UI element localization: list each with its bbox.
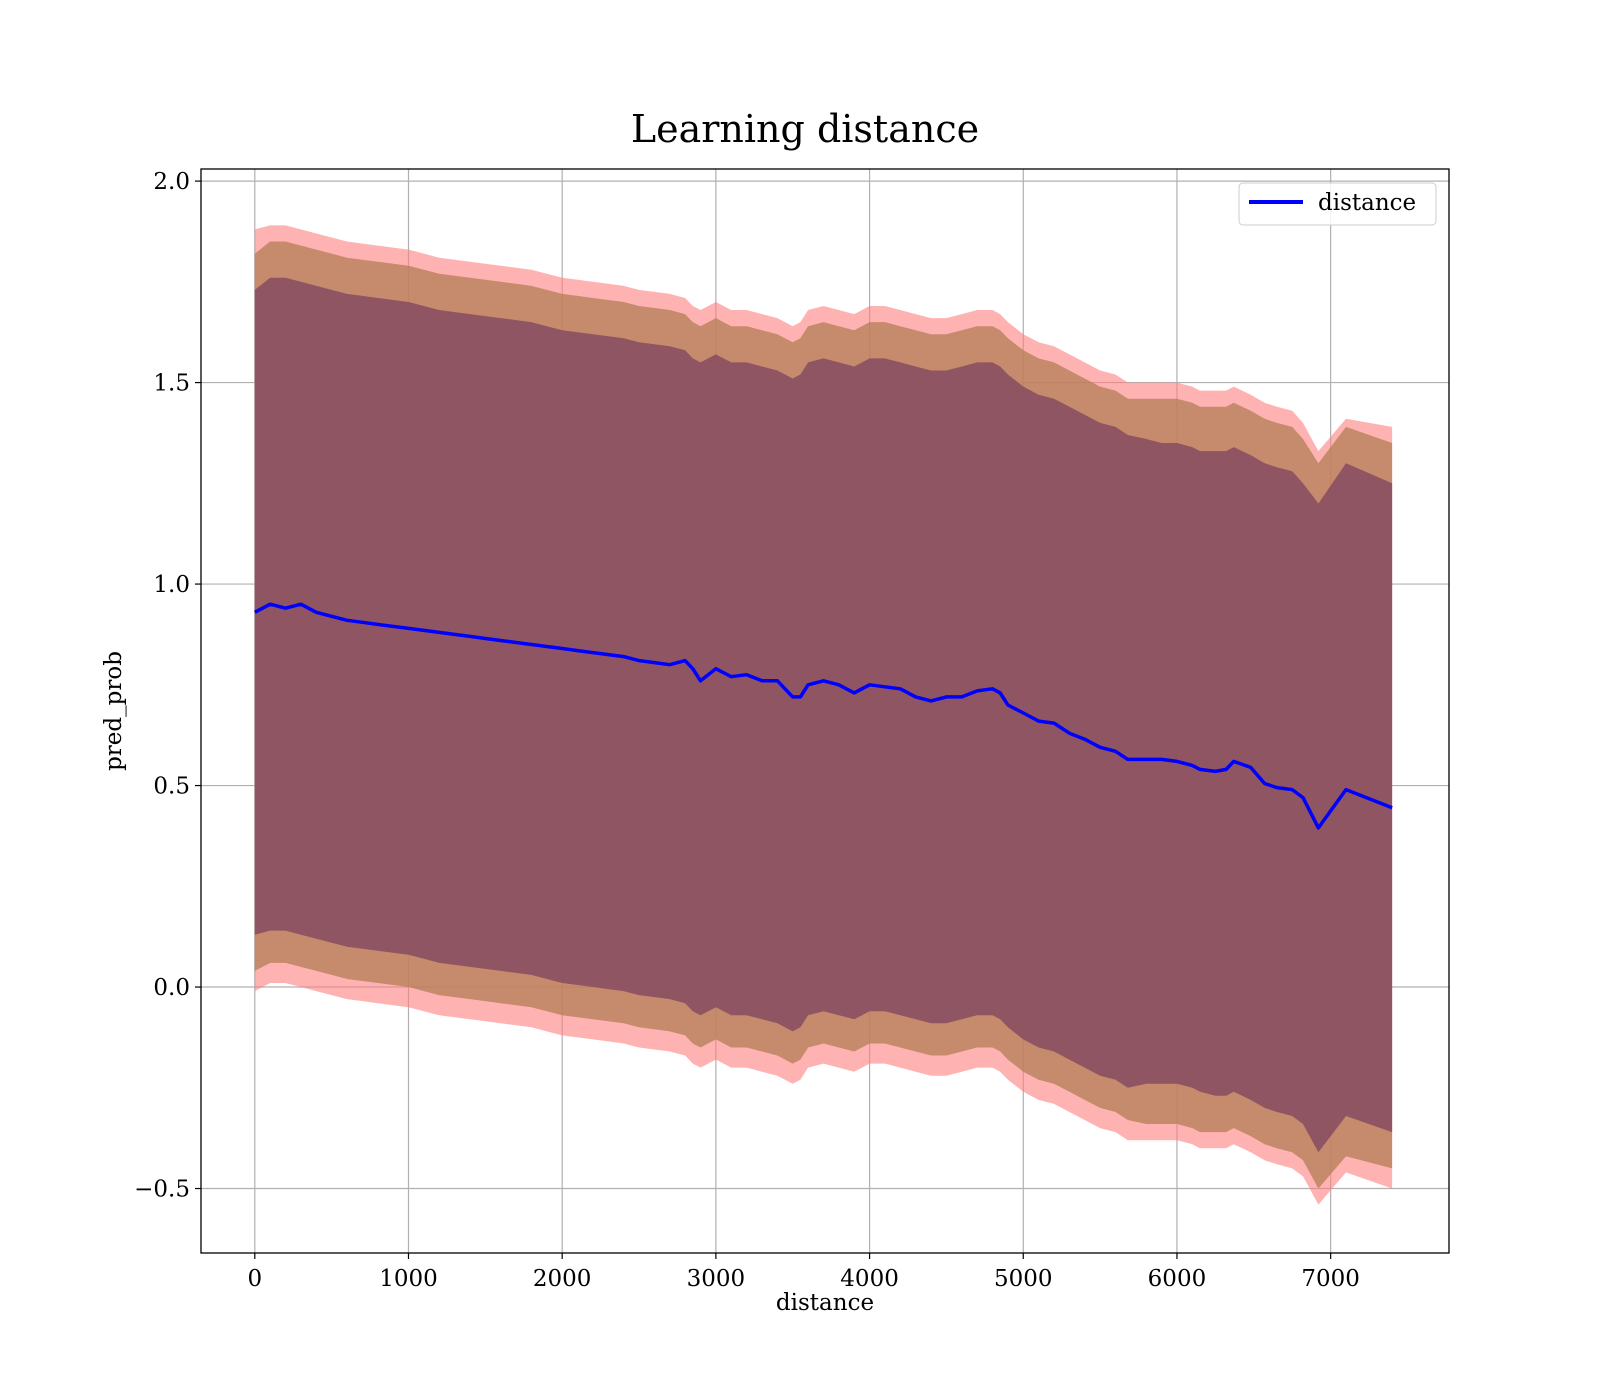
x-tick-label: 4000 <box>840 1266 899 1292</box>
series-lines <box>253 602 1393 830</box>
plot-frame <box>200 168 1450 1254</box>
x-tick-label: 0 <box>247 1266 262 1292</box>
y-tick-label: 1.5 <box>153 371 190 397</box>
y-tick-label: 1.0 <box>153 572 190 598</box>
legend-box <box>1238 182 1437 226</box>
series-line-distance <box>253 602 1393 830</box>
legend-label-distance: distance <box>1318 190 1416 216</box>
y-tick-label: 0.5 <box>153 774 190 800</box>
confidence-bands <box>254 225 1393 1205</box>
y-tick-label: 2.0 <box>153 169 190 195</box>
y-axis-label: pred_prob <box>101 651 127 771</box>
x-tick-label: 2000 <box>533 1266 592 1292</box>
x-tick-label: 3000 <box>687 1266 746 1292</box>
x-tick-label: 5000 <box>994 1266 1053 1292</box>
chart-title: Learning distance <box>631 107 979 151</box>
x-tick-label: 7000 <box>1301 1266 1360 1292</box>
x-axis-ticks: 0 1000 2000 3000 4000 5000 6000 7000 <box>247 1253 1360 1292</box>
legend: distance <box>1238 182 1437 226</box>
x-tick-label: 6000 <box>1148 1266 1207 1292</box>
inner-band <box>254 277 1393 1153</box>
x-axis-label: distance <box>776 1290 874 1316</box>
y-tick-label: 0.0 <box>153 975 190 1001</box>
x-tick-label: 1000 <box>379 1266 438 1292</box>
y-tick-label: −0.5 <box>134 1177 190 1203</box>
y-axis-ticks: −0.5 0.0 0.5 1.0 1.5 2.0 <box>134 169 201 1203</box>
